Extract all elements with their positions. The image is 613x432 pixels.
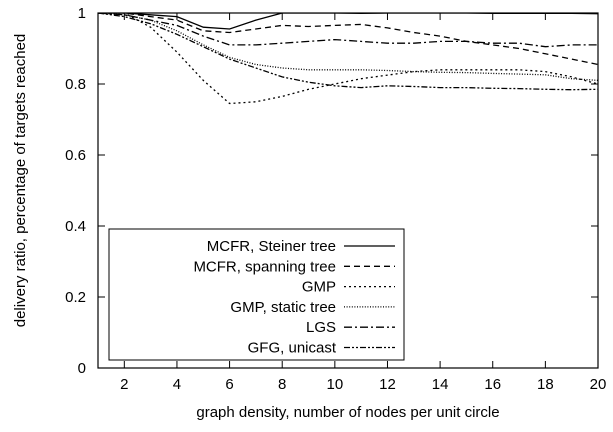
- legend-entry-label: LGS: [306, 319, 336, 336]
- x-tick-label: 16: [484, 376, 501, 393]
- x-tick-label: 12: [379, 376, 396, 393]
- y-tick-label: 0.8: [65, 76, 86, 93]
- x-tick-label: 6: [225, 376, 233, 393]
- x-axis-title: graph density, number of nodes per unit …: [196, 404, 499, 421]
- y-tick-label: 1: [78, 5, 86, 22]
- series-line-5: [98, 13, 598, 48]
- y-axis-title: delivery ratio, percentage of targets re…: [12, 34, 29, 328]
- legend-entry-label: GFG, unicast: [248, 340, 337, 357]
- y-tick-label: 0: [78, 360, 86, 377]
- legend-box: [108, 228, 405, 361]
- legend: MCFR, Steiner tree MCFR, spanning tree GMP…: [108, 228, 405, 361]
- series-line-1: [98, 13, 598, 30]
- legend-entry-label: GMP, static tree: [230, 299, 336, 316]
- x-tick-label: 8: [278, 376, 286, 393]
- series-layer: [98, 13, 598, 105]
- legend-entry-label: MCFR, spanning tree: [193, 258, 336, 275]
- series-line-6: [98, 13, 598, 91]
- x-tick-label: 10: [326, 376, 343, 393]
- y-tick-label: 0.4: [65, 218, 86, 235]
- series-line-3: [98, 13, 598, 105]
- x-tick-label: 20: [590, 376, 607, 393]
- x-tick-label: 14: [432, 376, 449, 393]
- series-line-4: [98, 13, 598, 82]
- legend-entry-label: MCFR, Steiner tree: [207, 238, 336, 255]
- x-tick-label: 18: [537, 376, 554, 393]
- series-line-2: [98, 13, 598, 66]
- y-tick-label: 0.2: [65, 289, 86, 306]
- axes-layer: 2 4 6 8 10 12 14 16 18 20 0 0.2 0.4 0.6 0.8 1: [65, 5, 606, 393]
- x-tick-label: 2: [120, 376, 128, 393]
- legend-entry-label: GMP: [302, 279, 336, 296]
- x-tick-label: 4: [173, 376, 181, 393]
- y-tick-label: 0.6: [65, 147, 86, 164]
